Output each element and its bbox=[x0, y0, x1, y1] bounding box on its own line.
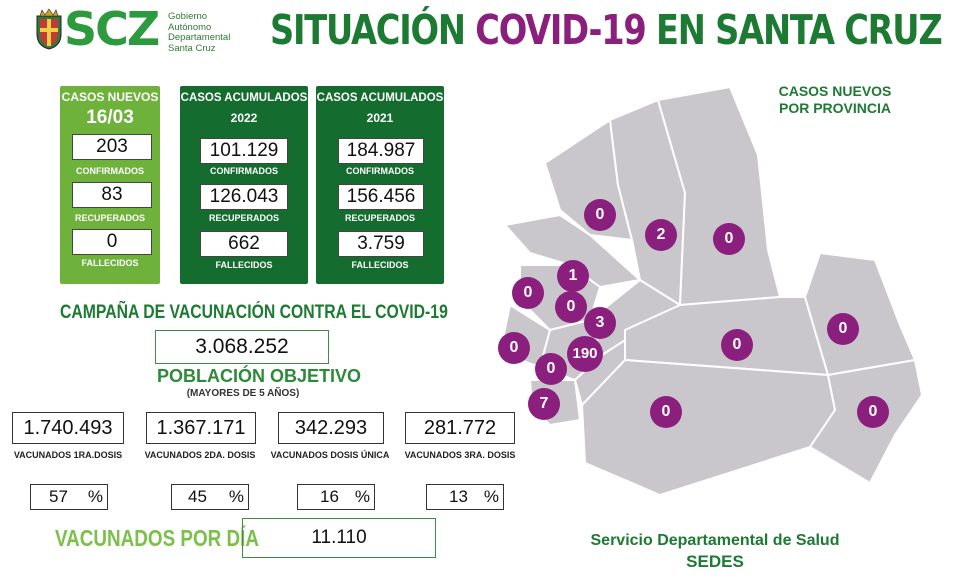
dose3-percent: 13% bbox=[426, 484, 504, 510]
province-case-marker: 0 bbox=[857, 396, 889, 428]
cumulative-2022-title: CASOS ACUMULADOS bbox=[180, 92, 308, 104]
vaccinated-per-day-label: VACUNADOS POR DÍA bbox=[55, 525, 259, 551]
province-case-marker: 0 bbox=[498, 332, 530, 364]
cum2021-recovered-label: RECUPERADOS bbox=[344, 213, 415, 223]
province-map bbox=[499, 86, 923, 496]
target-population-value: 3.068.252 bbox=[155, 330, 329, 364]
dose3-label: VACUNADOS 3RA. DOSIS bbox=[404, 450, 516, 460]
cum2021-recovered-value: 156.456 bbox=[338, 184, 424, 210]
new-confirmed-value: 203 bbox=[72, 134, 152, 160]
province-case-marker: 190 bbox=[567, 336, 603, 372]
cum2022-confirmed-value: 101.129 bbox=[200, 138, 288, 164]
dose2-percent: 45% bbox=[171, 484, 249, 510]
vaccinated-per-day-value: 11.110 bbox=[242, 518, 436, 558]
vaccination-title: CAMPAÑA DE VACUNACIÓN CONTRA EL COVID-19 bbox=[60, 302, 448, 323]
dose2-value: 1.367.171 bbox=[146, 412, 256, 444]
province-case-marker: 0 bbox=[713, 223, 745, 255]
province-region bbox=[581, 359, 836, 496]
province-case-marker: 0 bbox=[555, 291, 587, 323]
new-cases-date: 16/03 bbox=[86, 107, 134, 128]
scz-logo-text: SCZ bbox=[64, 2, 160, 56]
page-title: SITUACIÓN COVID-19 EN SANTA CRUZ bbox=[270, 6, 943, 54]
cumulative-2022-panel: CASOS ACUMULADOS 2022 101.129 CONFIRMADO… bbox=[180, 86, 308, 284]
province-case-marker: 1 bbox=[557, 260, 589, 292]
cum2021-confirmed-label: CONFIRMADOS bbox=[346, 166, 414, 176]
cum2021-confirmed-value: 184.987 bbox=[338, 138, 424, 164]
new-cases-title: CASOS NUEVOS bbox=[61, 90, 159, 104]
province-case-marker: 0 bbox=[827, 313, 859, 345]
new-recovered-value: 83 bbox=[72, 182, 152, 208]
cum2022-deaths-value: 662 bbox=[200, 231, 288, 257]
logo-subtitle: Gobierno Autónomo Departamental Santa Cr… bbox=[168, 11, 231, 54]
province-case-marker: 0 bbox=[650, 396, 682, 428]
cum2021-deaths-label: FALLECIDOS bbox=[351, 260, 409, 270]
dose2-label: VACUNADOS 2DA. DOSIS bbox=[144, 450, 256, 460]
cum2021-deaths-value: 3.759 bbox=[338, 231, 424, 257]
province-region bbox=[657, 86, 781, 306]
dose1-percent: 57% bbox=[30, 484, 108, 510]
dose1-value: 1.740.493 bbox=[12, 412, 124, 444]
cumulative-2021-year: 2021 bbox=[366, 111, 394, 125]
cumulative-2022-year: 2022 bbox=[230, 111, 258, 125]
province-region bbox=[504, 214, 641, 288]
province-case-marker: 0 bbox=[584, 199, 616, 231]
cumulative-2021-title: CASOS ACUMULADOS bbox=[316, 92, 444, 104]
coat-of-arms-icon bbox=[36, 8, 62, 50]
single-dose-value: 342.293 bbox=[278, 412, 384, 444]
cumulative-2021-panel: CASOS ACUMULADOS 2021 184.987 CONFIRMADO… bbox=[316, 86, 444, 284]
footer-sedes: SEDES bbox=[686, 552, 744, 571]
new-recovered-label: RECUPERADOS bbox=[74, 213, 145, 223]
target-population-sublabel: (MAYORES DE 5 AÑOS) bbox=[186, 388, 300, 399]
new-cases-panel: CASOS NUEVOS 16/03 203 CONFIRMADOS 83 RE… bbox=[60, 86, 160, 284]
province-case-marker: 0 bbox=[535, 353, 567, 385]
province-case-marker: 0 bbox=[721, 329, 753, 361]
map-title: CASOS NUEVOS POR PROVINCIA bbox=[778, 83, 892, 116]
new-confirmed-label: CONFIRMADOS bbox=[76, 166, 144, 176]
cum2022-recovered-value: 126.043 bbox=[200, 184, 288, 210]
cum2022-confirmed-label: CONFIRMADOS bbox=[210, 166, 278, 176]
target-population-label: POBLACIÓN OBJETIVO bbox=[157, 366, 362, 386]
cum2022-deaths-label: FALLECIDOS bbox=[215, 260, 273, 270]
new-deaths-value: 0 bbox=[72, 229, 152, 255]
single-dose-percent: 16% bbox=[297, 484, 375, 510]
province-case-marker: 2 bbox=[645, 219, 677, 251]
new-deaths-label: FALLECIDOS bbox=[81, 258, 139, 268]
cum2022-recovered-label: RECUPERADOS bbox=[208, 213, 279, 223]
province-case-marker: 7 bbox=[528, 388, 560, 420]
province-case-marker: 3 bbox=[584, 307, 616, 339]
dose3-value: 281.772 bbox=[405, 412, 515, 444]
dose1-label: VACUNADOS 1RA.DOSIS bbox=[13, 450, 123, 460]
single-dose-label: VACUNADOS DOSIS ÚNICA bbox=[270, 450, 390, 460]
footer-service-name: Servicio Departamental de Salud bbox=[590, 532, 840, 549]
province-case-marker: 0 bbox=[512, 277, 544, 309]
